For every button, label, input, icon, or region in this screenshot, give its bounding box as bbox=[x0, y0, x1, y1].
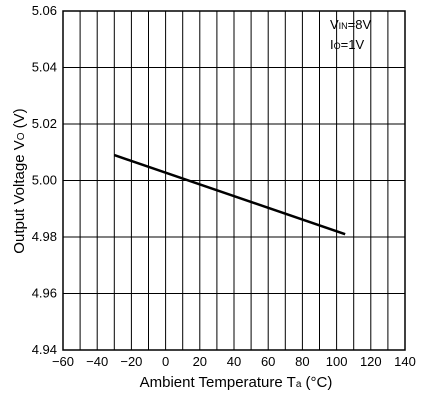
x-tick-label: 60 bbox=[261, 354, 275, 369]
y-tick-label: 4.94 bbox=[32, 342, 57, 357]
y-tick-label: 4.96 bbox=[32, 286, 57, 301]
series-line bbox=[113, 153, 346, 236]
x-tick-label: 100 bbox=[326, 354, 348, 369]
x-tick-label: 0 bbox=[162, 354, 169, 369]
x-tick-label: 120 bbox=[360, 354, 382, 369]
plot-area bbox=[62, 10, 406, 351]
x-axis-label: Ambient Temperature Ta (°C) bbox=[140, 374, 333, 391]
y-tick-label: 5.00 bbox=[32, 173, 57, 188]
y-tick-label: 5.06 bbox=[32, 3, 57, 18]
x-tick-label: −40 bbox=[86, 354, 108, 369]
x-tick-label: 140 bbox=[394, 354, 416, 369]
series-group bbox=[113, 153, 346, 236]
x-tick-label: −20 bbox=[120, 354, 142, 369]
y-tick-label: 4.98 bbox=[32, 229, 57, 244]
x-tick-label: 20 bbox=[193, 354, 207, 369]
y-tick-label: 5.02 bbox=[32, 116, 57, 131]
y-tick-labels: 4.94 4.96 4.98 5.00 5.02 5.04 5.06 bbox=[32, 3, 57, 357]
grid bbox=[62, 10, 406, 351]
annotation-vin: VIN=8V bbox=[330, 17, 371, 32]
annotation-io: IO=1V bbox=[330, 37, 364, 52]
y-axis-label: Output Voltage VO (V) bbox=[11, 108, 28, 253]
annotation-box: VIN=8V IO=1V bbox=[330, 17, 371, 52]
x-tick-label: −60 bbox=[52, 354, 74, 369]
x-tick-label: 80 bbox=[295, 354, 309, 369]
x-tick-labels: −60 −40 −20 0 20 40 60 80 100 120 140 bbox=[52, 354, 416, 369]
x-tick-label: 40 bbox=[227, 354, 241, 369]
y-tick-label: 5.04 bbox=[32, 60, 57, 75]
